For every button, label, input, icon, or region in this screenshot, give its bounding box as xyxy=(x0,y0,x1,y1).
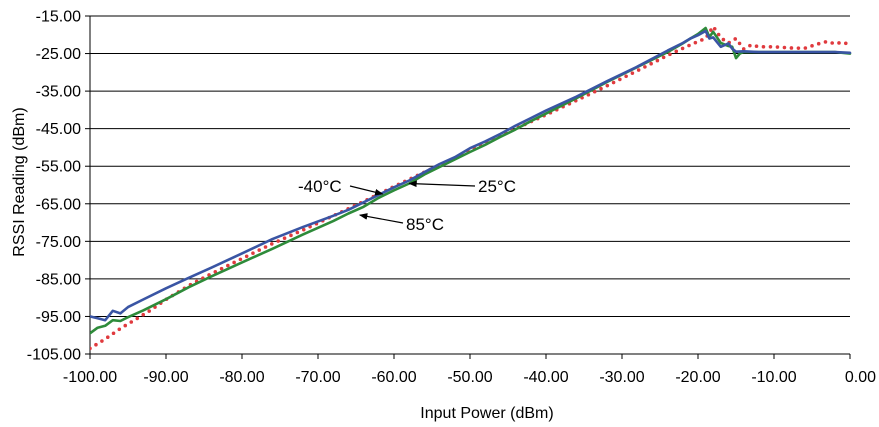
x-tick-label: -30.00 xyxy=(599,369,644,386)
x-tick-label: 0.00 xyxy=(845,369,876,386)
y-tick-label: -95.00 xyxy=(36,309,81,326)
x-tick-label: -100.00 xyxy=(63,369,117,386)
series-line-85c xyxy=(90,24,852,351)
y-tick-label: -25.00 xyxy=(36,46,81,63)
y-tick-label: -65.00 xyxy=(36,196,81,213)
annotation-label: -40°C xyxy=(298,177,342,196)
y-tick-label: -105.00 xyxy=(27,347,81,364)
x-tick-label: -10.00 xyxy=(751,369,796,386)
y-tick-label: -15.00 xyxy=(36,9,81,26)
x-tick-label: -90.00 xyxy=(143,369,188,386)
x-tick-label: -60.00 xyxy=(371,369,416,386)
gridlines xyxy=(90,15,850,355)
x-tick-label: -40.00 xyxy=(523,369,568,386)
x-tick-label: -80.00 xyxy=(219,369,264,386)
series-line-25c xyxy=(90,26,852,335)
annotation-arrow xyxy=(358,213,404,224)
axes xyxy=(85,15,851,359)
x-tick-label: -20.00 xyxy=(675,369,720,386)
x-tick-labels: -100.00 -90.00 -80.00 -70.00 -60.00 -50.00 -40… xyxy=(63,369,876,386)
annotation-arrow xyxy=(408,180,476,188)
annotation-label: 85°C xyxy=(406,215,444,234)
annotations: -40°C 25°C 85°C xyxy=(298,177,516,234)
y-tick-label: -45.00 xyxy=(36,121,81,138)
y-tick-labels: -15.00 -25.00 -35.00 -45.00 -55.00 -65.00 -75.… xyxy=(27,9,81,364)
x-tick-label: -70.00 xyxy=(295,369,340,386)
y-axis-title: RSSI Reading (dBm) xyxy=(11,107,28,256)
y-tick-label: -55.00 xyxy=(36,159,81,176)
y-tick-label: -35.00 xyxy=(36,84,81,101)
series-line-minus40c xyxy=(90,29,852,322)
x-tick-label: -50.00 xyxy=(447,369,492,386)
y-tick-label: -85.00 xyxy=(36,271,81,288)
y-tick-label: -75.00 xyxy=(36,234,81,251)
series-group xyxy=(90,24,852,351)
annotation-label: 25°C xyxy=(478,177,516,196)
x-axis-title: Input Power (dBm) xyxy=(420,405,553,422)
annotation-arrow xyxy=(349,185,384,196)
